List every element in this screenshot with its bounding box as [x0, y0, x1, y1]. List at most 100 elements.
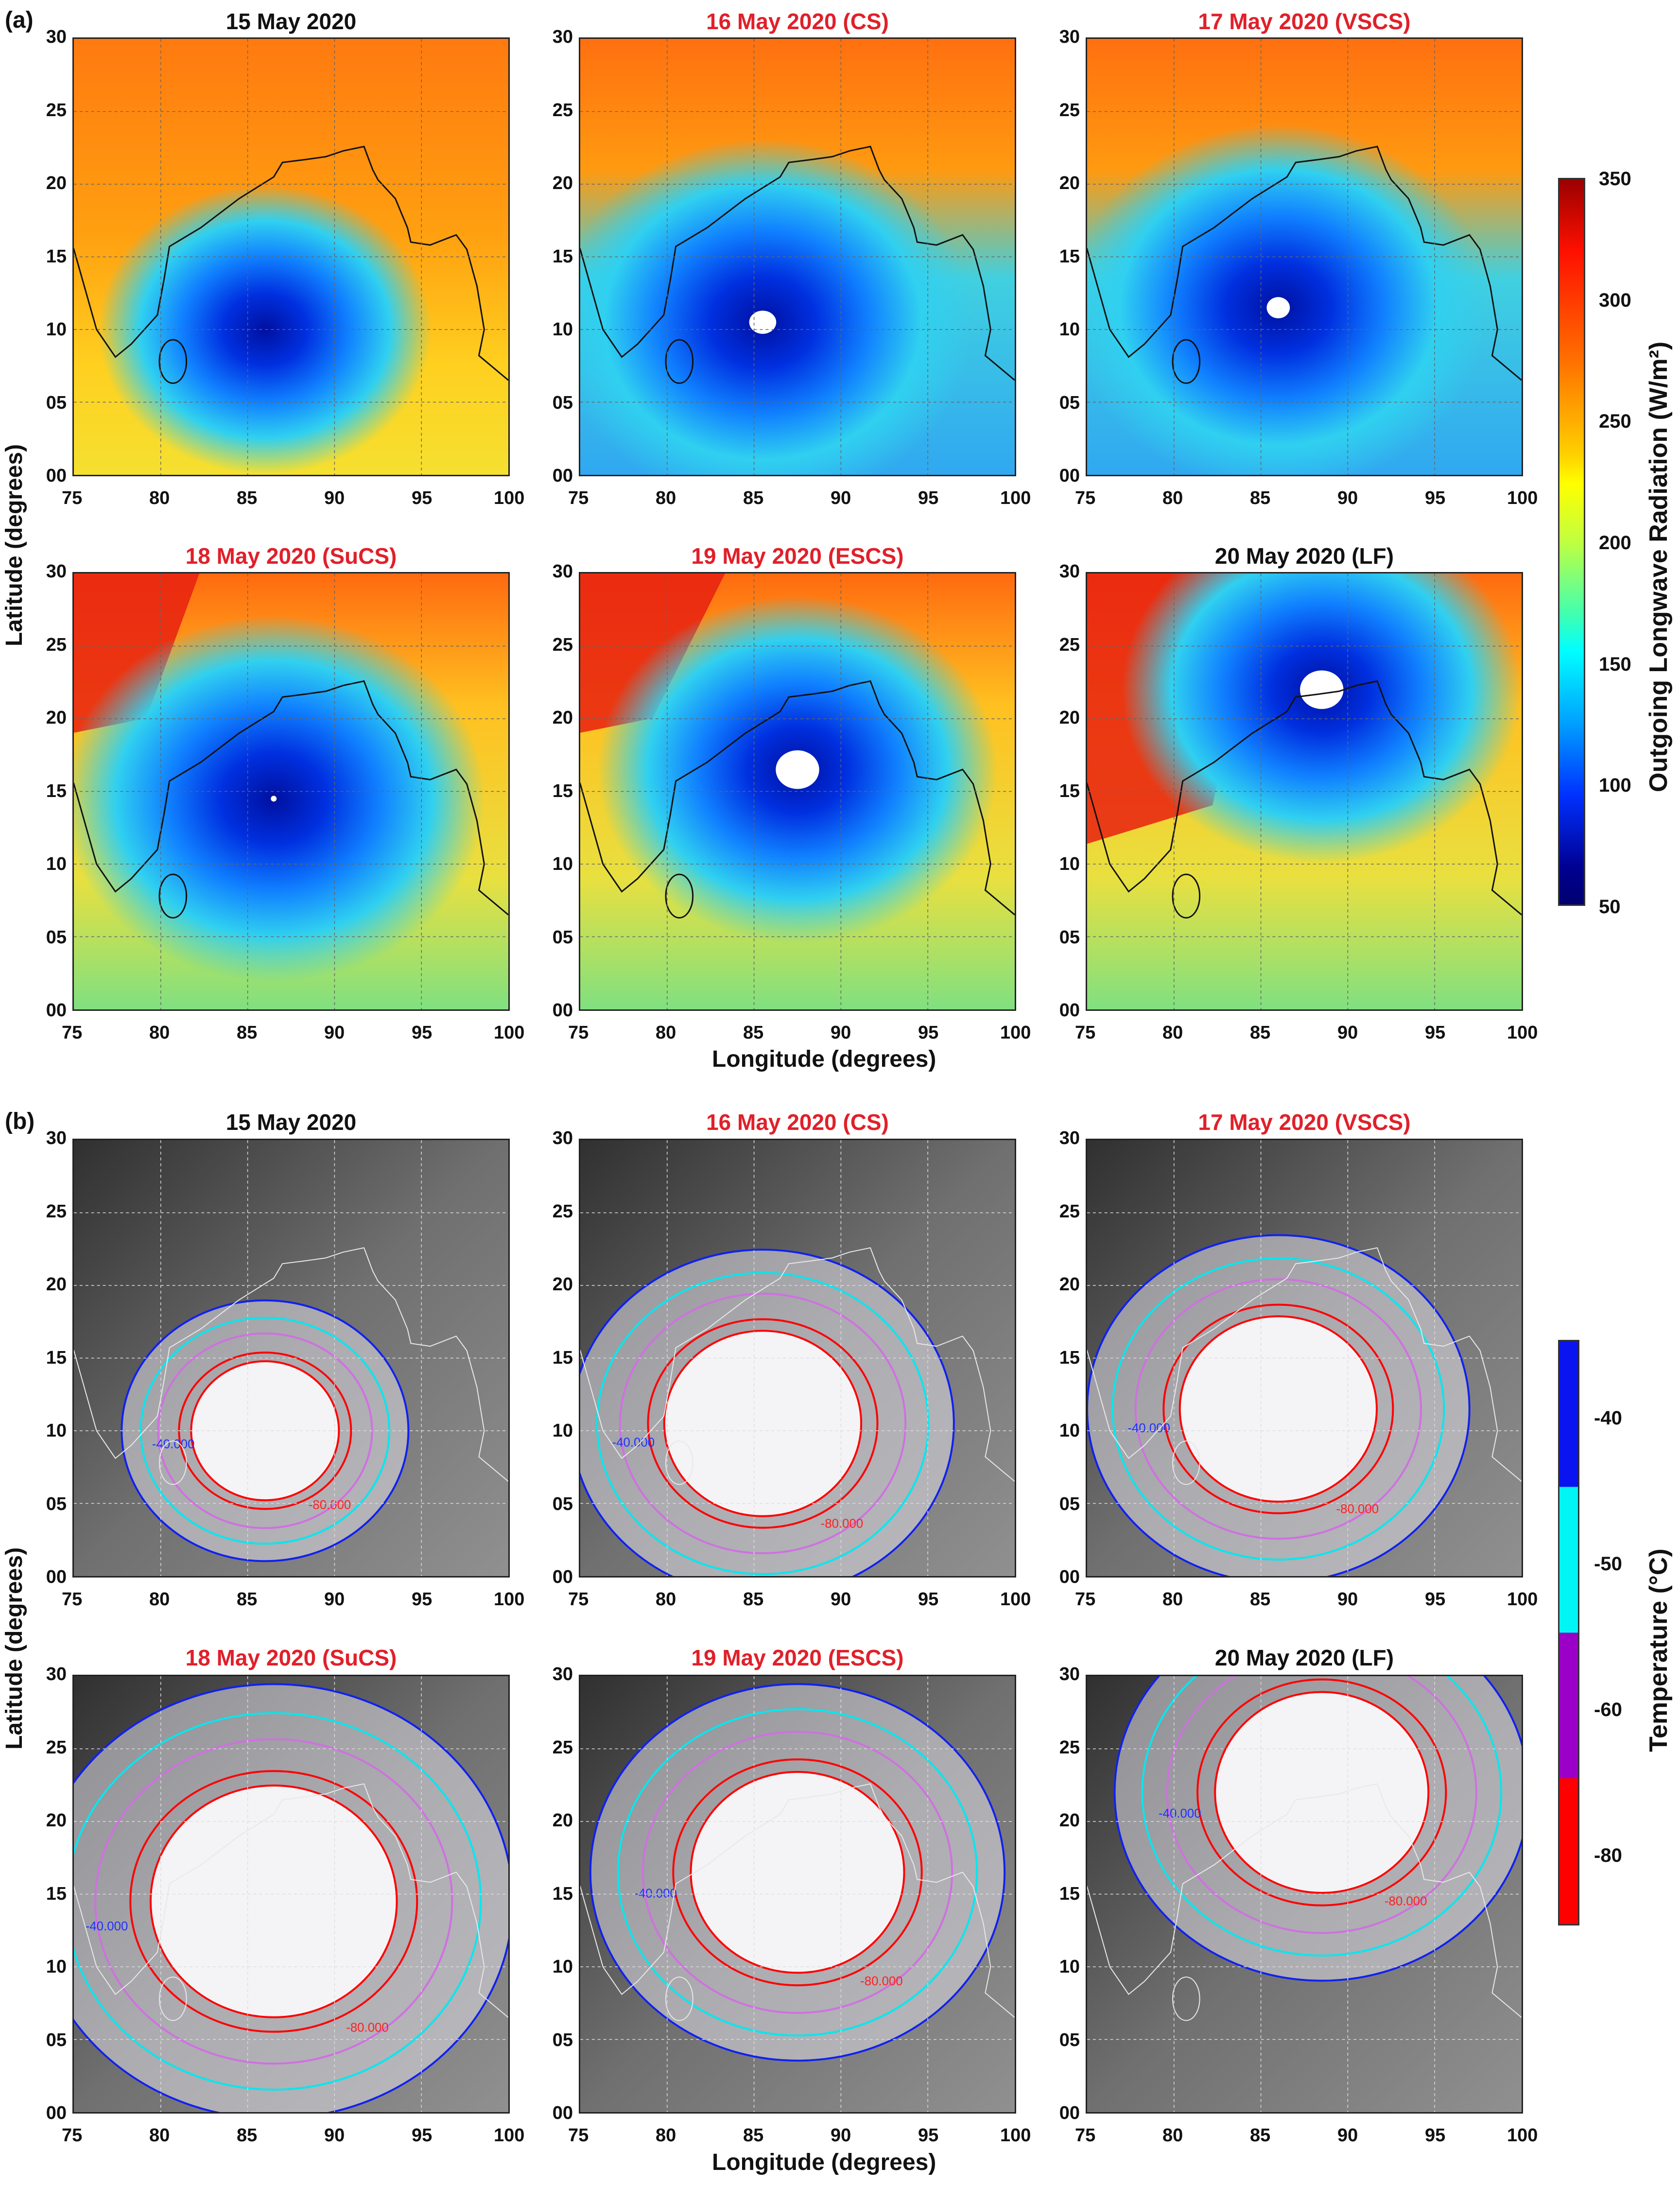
x-tick-label: 90 — [831, 1589, 851, 1610]
x-tick-label: 85 — [1250, 1023, 1271, 1043]
contour-line — [596, 1272, 930, 1575]
y-tick-label: 20 — [552, 173, 573, 193]
x-tick-label: 95 — [412, 488, 433, 508]
x-tick-label: 85 — [237, 1023, 258, 1043]
y-tick-label: 25 — [552, 1201, 573, 1222]
y-tick-label: 25 — [1059, 100, 1080, 121]
contour-label: -80.000 — [309, 1498, 351, 1512]
cold-cloud-core — [149, 1785, 398, 2018]
y-tick-label: 00 — [46, 466, 67, 486]
ctt-map-panel: -80.000 -40.000 — [1086, 1675, 1523, 2114]
x-tick-label: 80 — [149, 2125, 170, 2146]
panel-title: 18 May 2020 (SuCS) — [185, 543, 397, 569]
y-tick-label: 05 — [552, 927, 573, 948]
coastline — [74, 1783, 508, 2018]
x-tick-label: 85 — [237, 1589, 258, 1610]
contour-label: -40.000 — [612, 1436, 655, 1450]
y-tick-label: 00 — [46, 1000, 67, 1021]
y-tick-label: 25 — [552, 634, 573, 655]
y-tick-label: 05 — [1059, 1493, 1080, 1514]
y-tick-label: 00 — [552, 2103, 573, 2123]
x-tick-label: 80 — [1162, 488, 1183, 508]
y-tick-label: 30 — [1059, 27, 1080, 47]
coastline — [74, 145, 508, 381]
x-tick-label: 90 — [831, 488, 851, 508]
x-tick-label: 80 — [656, 488, 676, 508]
coastline — [1087, 1247, 1522, 1482]
colorbar-tick-label: -60 — [1594, 1699, 1622, 1720]
x-tick-label: 75 — [1075, 1023, 1096, 1043]
x-tick-label: 75 — [62, 2125, 83, 2146]
contour-label: -40.000 — [152, 1438, 195, 1451]
panel-title: 18 May 2020 (SuCS) — [185, 1645, 397, 1670]
coastline — [1087, 680, 1522, 916]
x-tick-label: 75 — [1075, 488, 1096, 508]
sri-lanka-outline — [1172, 339, 1201, 384]
y-tick-label: 20 — [552, 1274, 573, 1295]
panel-title: 15 May 2020 — [225, 9, 357, 34]
y-tick-label: 10 — [1059, 854, 1080, 874]
x-tick-label: 95 — [1425, 1589, 1446, 1610]
contour-line — [1162, 1303, 1394, 1514]
y-tick-label: 00 — [1059, 2103, 1080, 2123]
y-tick-label: 30 — [552, 1664, 573, 1684]
y-tick-label: 20 — [1059, 1274, 1080, 1295]
contour-label: -40.000 — [86, 1920, 128, 1933]
olr-map-panel — [1086, 572, 1523, 1011]
y-tick-label: 25 — [1059, 634, 1080, 655]
y-tick-label: 25 — [552, 100, 573, 121]
x-tick-label: 75 — [62, 488, 83, 508]
cyclone-eye — [749, 311, 777, 334]
y-tick-label: 05 — [46, 927, 67, 948]
ctt-map-panel: -80.000 -40.000 — [579, 1675, 1016, 2114]
y-tick-label: 30 — [1059, 561, 1080, 582]
sri-lanka-outline — [665, 1440, 693, 1485]
y-tick-label: 25 — [46, 634, 67, 655]
map: -80.000 -40.000 — [74, 1140, 508, 1576]
y-tick-label: 00 — [46, 2103, 67, 2123]
y-tick-label: 00 — [46, 1567, 67, 1587]
x-tick-label: 75 — [568, 1589, 589, 1610]
x-tick-label: 80 — [656, 1589, 676, 1610]
x-tick-label: 80 — [656, 2125, 676, 2146]
y-tick-label: 20 — [552, 708, 573, 728]
contour-line — [617, 1708, 978, 2037]
panel-title: 16 May 2020 (CS) — [706, 1110, 889, 1135]
x-tick-label: 75 — [568, 488, 589, 508]
y-tick-label: 05 — [1059, 2029, 1080, 2050]
y-tick-label: 30 — [46, 1664, 67, 1684]
colorbar-tick-label: 100 — [1599, 775, 1631, 797]
y-tick-label: 15 — [46, 780, 67, 801]
contour-line — [94, 1738, 453, 2065]
x-tick-label: 80 — [149, 1589, 170, 1610]
contour-label: -80.000 — [1385, 1895, 1427, 1908]
contour-line — [74, 1712, 482, 2091]
contour-line — [1196, 1678, 1447, 1907]
y-tick-label: 15 — [552, 1347, 573, 1368]
x-tick-label: 100 — [1507, 1589, 1538, 1610]
y-tick-label: 25 — [1059, 1201, 1080, 1222]
coastline — [74, 680, 508, 916]
x-tick-label: 100 — [494, 1023, 525, 1043]
olr-map-panel — [579, 572, 1016, 1011]
panel-title: 19 May 2020 (ESCS) — [691, 543, 904, 569]
contour-label: -80.000 — [860, 1975, 903, 1988]
sri-lanka-outline — [159, 1440, 187, 1485]
y-tick-label: 15 — [1059, 1883, 1080, 1904]
x-tick-label: 90 — [324, 1589, 345, 1610]
x-tick-label: 100 — [1507, 488, 1538, 508]
y-tick-label: 20 — [552, 1810, 573, 1831]
x-tick-label: 95 — [1425, 1023, 1446, 1043]
contour-line — [619, 1293, 907, 1555]
temperature-colorbar — [1558, 1340, 1579, 1925]
x-tick-label: 75 — [62, 1589, 83, 1610]
x-tick-label: 100 — [1507, 1023, 1538, 1043]
map — [1087, 573, 1522, 1009]
y-tick-label: 00 — [552, 466, 573, 486]
panel-title: 20 May 2020 (LF) — [1214, 1645, 1394, 1670]
contour-line — [641, 1731, 953, 2014]
sri-lanka-outline — [665, 1977, 693, 2021]
x-tick-label: 90 — [1337, 488, 1358, 508]
cyclone-eye — [1266, 297, 1290, 319]
y-tick-label: 15 — [1059, 780, 1080, 801]
